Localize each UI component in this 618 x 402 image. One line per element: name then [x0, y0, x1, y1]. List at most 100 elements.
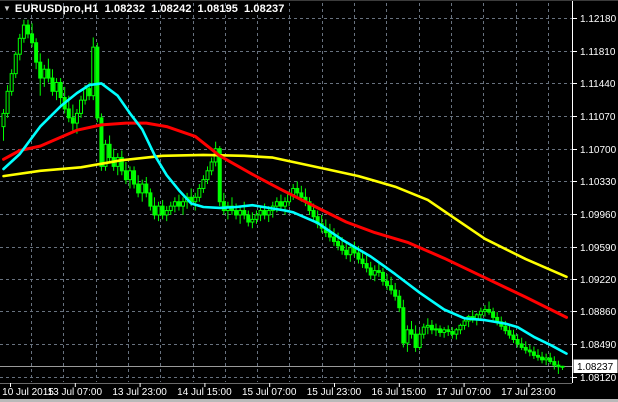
candle-body — [531, 351, 536, 356]
candle-body — [79, 99, 84, 114]
time-axis-label: 16 Jul 15:00 — [372, 387, 427, 398]
candle-body — [193, 196, 198, 203]
candle-body — [181, 201, 186, 207]
price-axis-label: 1.08860 — [580, 307, 617, 318]
candle-body — [238, 210, 243, 216]
candle-body — [70, 117, 75, 124]
candle-body — [266, 210, 271, 216]
candle-body — [487, 308, 492, 313]
fast-ma-cyan-line — [2, 82, 568, 355]
candle-body — [156, 205, 161, 216]
candle-body — [405, 329, 410, 344]
candle-body — [336, 240, 341, 247]
candle-body — [17, 37, 22, 55]
candle-body — [91, 46, 96, 97]
candle-body — [144, 183, 149, 194]
candle-body — [429, 324, 434, 331]
candle-body — [527, 349, 532, 353]
candle-body — [99, 117, 104, 167]
time-axis-label: 17 Jul 23:00 — [501, 387, 556, 398]
time-axis-label: 13 Jul 07:00 — [48, 387, 103, 398]
candle-body — [103, 143, 108, 167]
chart-grid — [0, 3, 572, 382]
chart-title-overlay: ▼ EURUSDpro,H1 1.08232 1.08242 1.08195 1… — [3, 3, 284, 15]
candle-body — [13, 53, 18, 75]
price-axis-label: 1.11070 — [580, 112, 616, 123]
candle-body — [385, 280, 390, 287]
chart-symbol-period: EURUSDpro,H1 — [14, 3, 99, 15]
candle-body — [409, 329, 414, 335]
candle-body — [209, 161, 214, 172]
candle-body — [172, 201, 177, 207]
candle-body — [58, 81, 63, 98]
candle-body — [433, 328, 438, 331]
candle-body — [548, 357, 553, 363]
candle-body — [450, 331, 455, 335]
time-axis-label: 17 Jul 07:00 — [436, 387, 491, 398]
candle-body — [1, 112, 6, 128]
candle-body — [246, 214, 251, 223]
candle-body — [519, 343, 524, 348]
ohlc-high: 1.08242 — [151, 3, 192, 15]
candle-body — [511, 334, 516, 341]
candle-body — [66, 108, 71, 119]
candle-body — [5, 90, 10, 114]
candle-body — [46, 68, 51, 79]
candle-body — [74, 112, 79, 124]
candle-body — [397, 295, 402, 309]
bid-price-label: 1.08237 — [577, 362, 614, 373]
candle-body — [250, 218, 255, 223]
candle-body — [152, 205, 157, 216]
candle-body — [201, 179, 206, 189]
candle-body — [348, 247, 353, 256]
candle-body — [38, 61, 43, 79]
candle-body — [425, 324, 430, 328]
candle-body — [164, 210, 169, 216]
candle-body — [560, 365, 565, 368]
candle-body — [34, 42, 39, 63]
candle-body — [454, 329, 459, 335]
price-axis[interactable]: 1.12180 1.11810 1.11440 1.11070 1.10700 1.103… — [572, 14, 617, 384]
candle-body — [438, 328, 443, 333]
candle-body — [552, 361, 557, 366]
candle-body — [344, 249, 349, 256]
candle-body — [9, 73, 14, 92]
slow-ma-yellow-line — [2, 153, 568, 279]
candle-body — [234, 210, 239, 216]
candle-body — [503, 325, 508, 332]
candle-body — [556, 364, 561, 368]
bid-price-box: 1.08237 — [573, 359, 618, 373]
candle-body — [140, 183, 145, 194]
candle-body — [21, 24, 26, 39]
candle-body — [413, 333, 418, 348]
candle-body — [368, 267, 373, 276]
candle-body — [515, 339, 520, 345]
candle-body — [95, 46, 100, 119]
candle-body — [295, 187, 300, 194]
symbol-dropdown-icon[interactable]: ▼ — [3, 4, 11, 13]
candle-body — [283, 201, 288, 207]
candle-body — [160, 205, 165, 216]
candle-body — [278, 201, 283, 207]
price-axis-label: 1.09220 — [580, 275, 617, 286]
mid-ma-red-line — [2, 121, 568, 319]
candle-body — [417, 333, 422, 348]
candle-body — [168, 205, 173, 212]
candle-body — [132, 170, 137, 185]
candle-body — [262, 210, 267, 216]
candle-body — [458, 324, 463, 331]
candle-body — [42, 68, 47, 79]
candle-body — [462, 320, 467, 326]
candle-body — [507, 330, 512, 336]
candle-body — [540, 356, 545, 361]
candle-body — [446, 329, 451, 333]
candle-body — [54, 81, 59, 92]
time-axis-label: 13 Jul 23:00 — [112, 387, 167, 398]
candle-body — [393, 289, 398, 297]
candle-body — [176, 201, 181, 207]
candle-body — [136, 183, 141, 194]
candle-body — [217, 148, 222, 203]
time-axis-label: 15 Jul 23:00 — [307, 387, 362, 398]
